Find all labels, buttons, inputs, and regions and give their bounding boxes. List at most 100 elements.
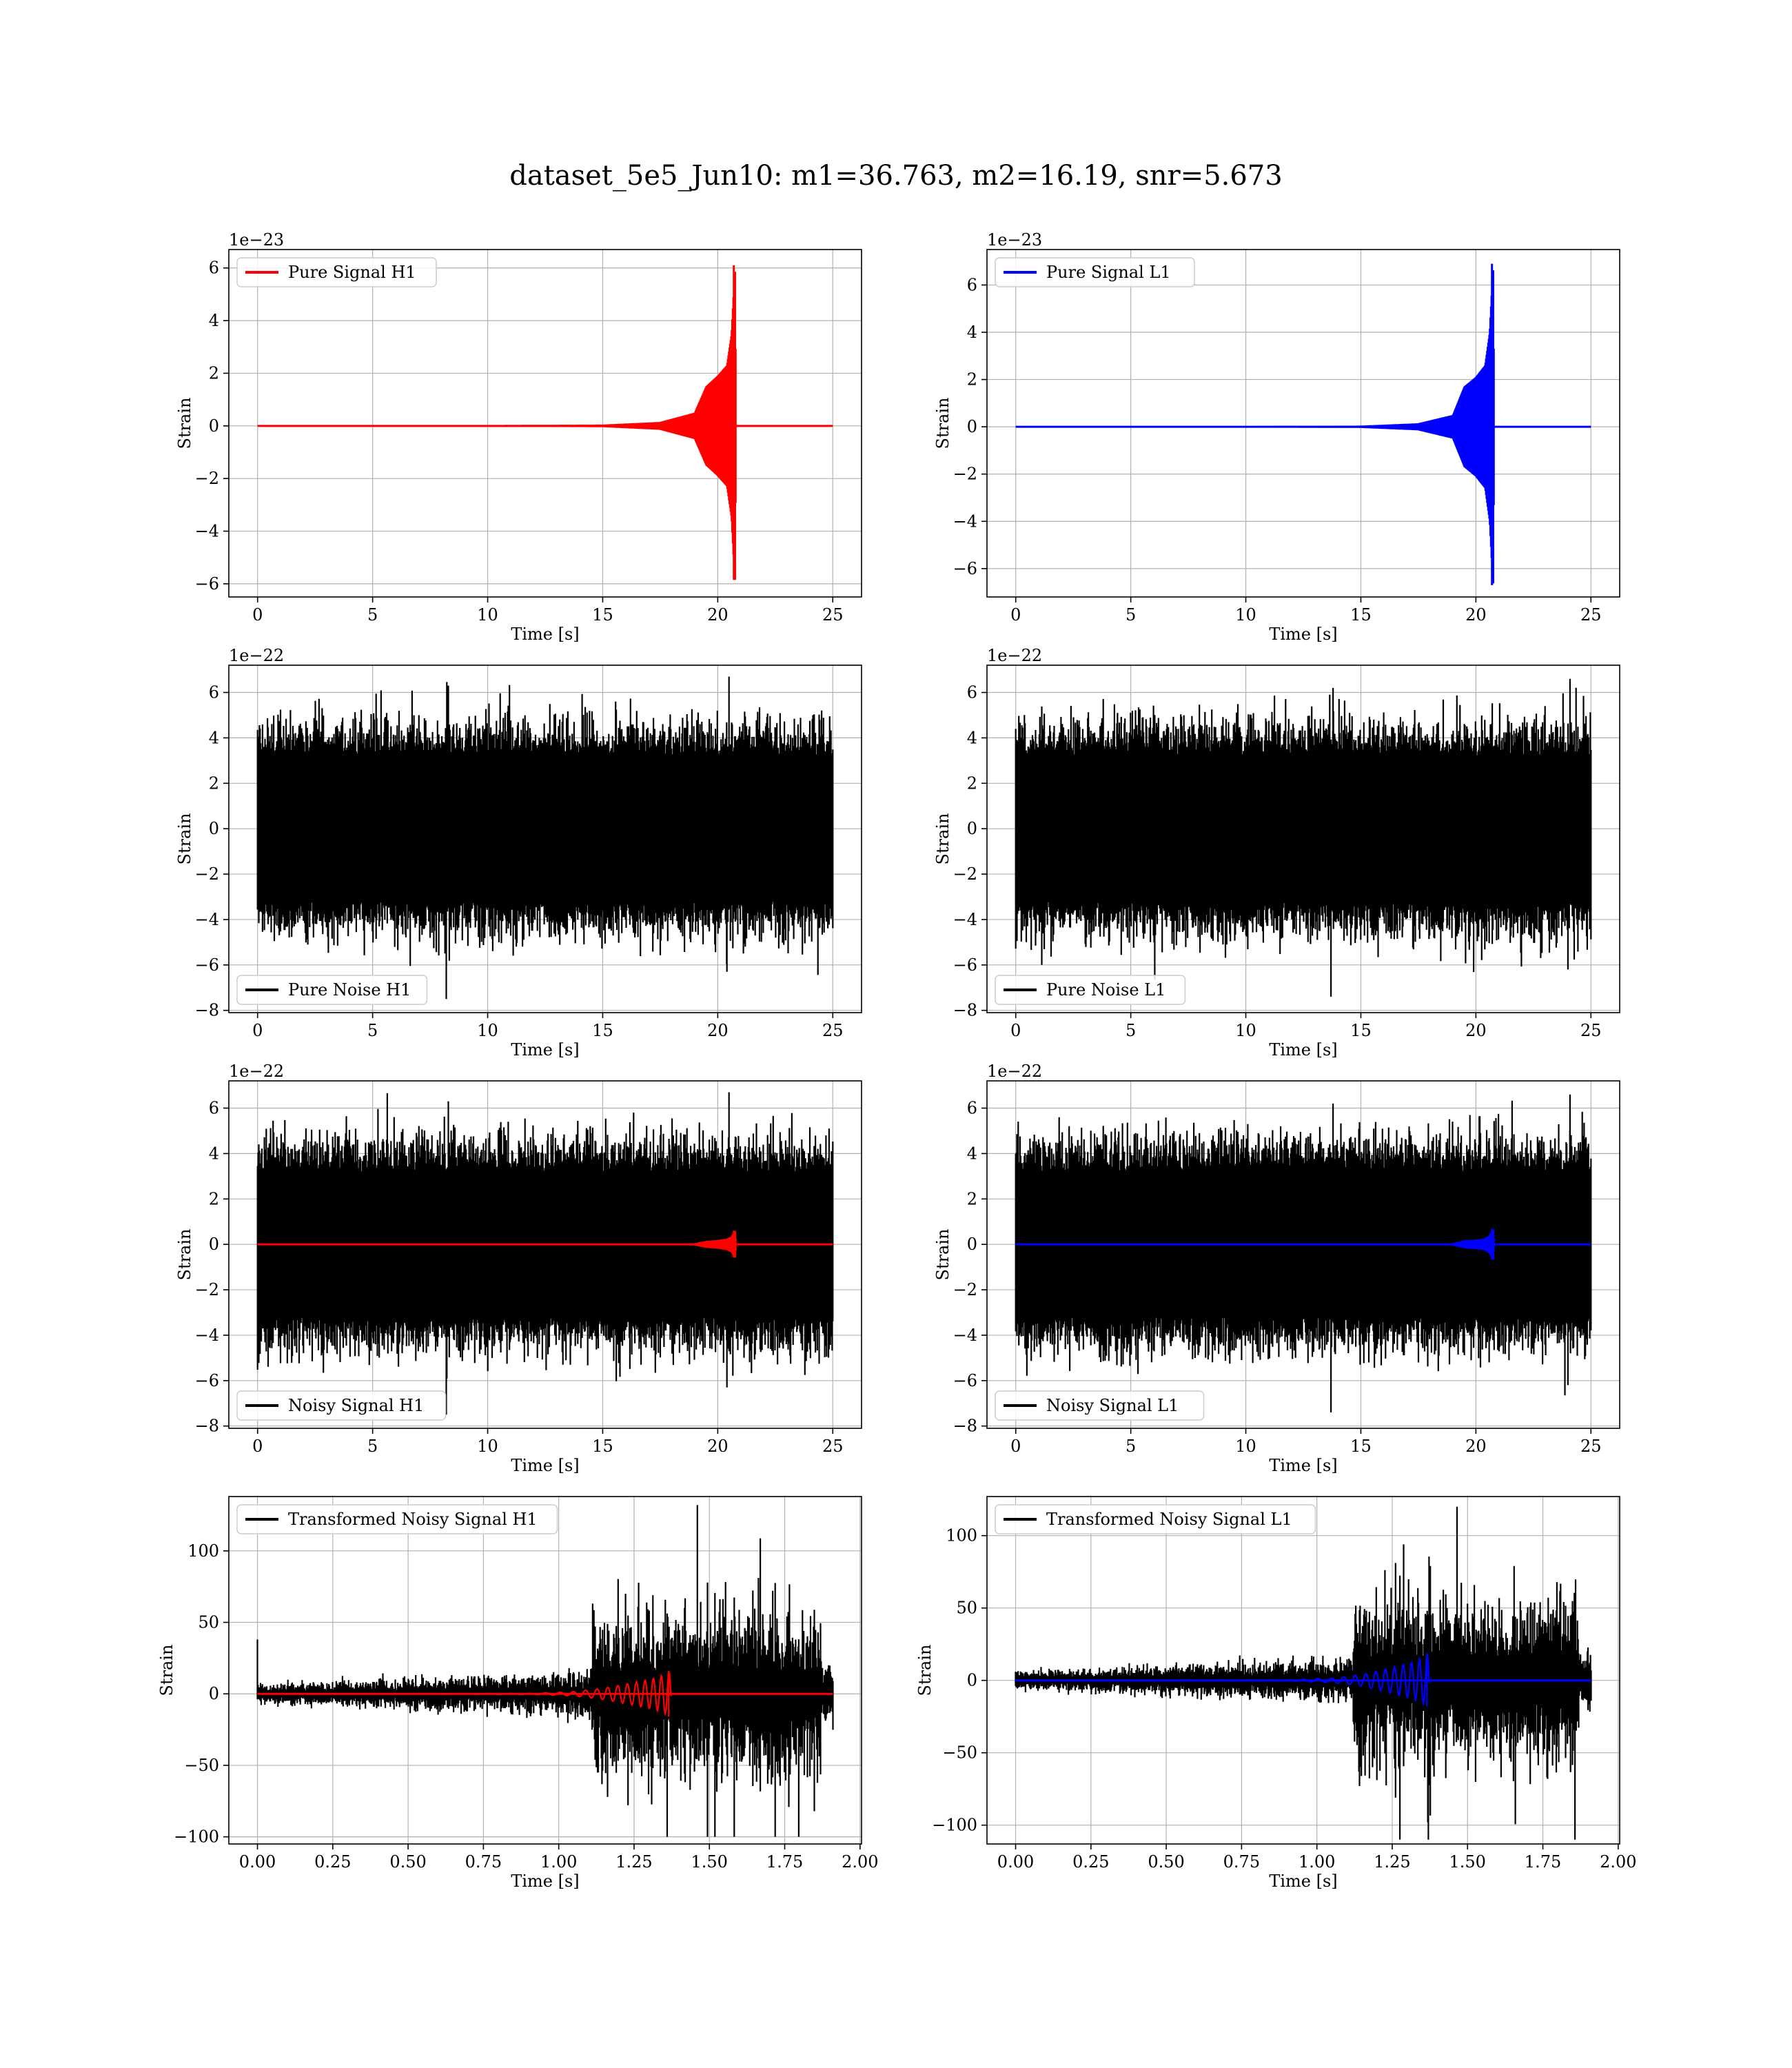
plot-area: [1015, 263, 1591, 585]
grid: [229, 250, 862, 597]
legend-label: Pure Noise L1: [1046, 980, 1165, 1000]
x-tick-label: 5: [367, 1021, 378, 1040]
y-tick-label: −6: [195, 574, 219, 594]
y-tick-label: 0: [967, 417, 977, 436]
subplot-transformed-noisy-signal-h1: 0.00 0.25 0.50 0.75 1.00 1.25 1.50 1.75 2.00 −100…: [157, 1496, 879, 1891]
x-tick-label: 0.00: [997, 1852, 1034, 1872]
legend-box: [995, 257, 1195, 287]
y-tick-label: 0: [967, 1235, 977, 1254]
x-tick-label: 20: [1465, 1021, 1487, 1040]
y-tick-label: −8: [953, 1001, 977, 1020]
x-axis-label: Time [s]: [511, 1040, 579, 1060]
x-tick-label: 0.00: [239, 1852, 276, 1872]
legend: Transformed Noisy Signal L1: [995, 1504, 1316, 1534]
y-axis-label: Strain: [933, 813, 953, 865]
y-tick-label: −2: [195, 469, 219, 488]
series-pure-noise-h1: [256, 676, 834, 1000]
series-pure-noise-l1: [1015, 678, 1592, 997]
y-tick-label: 4: [967, 728, 977, 747]
y-tick-label: −2: [953, 864, 977, 884]
x-tick-label: 25: [822, 605, 844, 625]
legend: Transformed Noisy Signal H1: [236, 1504, 558, 1534]
x-tick-label: 10: [1235, 605, 1256, 625]
y-tick-label: 6: [967, 275, 977, 294]
legend: Pure Signal H1: [236, 257, 437, 287]
legend-label: Pure Signal L1: [1046, 263, 1171, 282]
legend-label: Noisy Signal H1: [288, 1396, 424, 1415]
x-tick-label: 15: [1350, 605, 1372, 625]
y-tick-label: 2: [967, 773, 977, 793]
axes-frame: [986, 1496, 1620, 1845]
axes-frame: [986, 665, 1620, 1013]
x-tick-label: 0.50: [1148, 1852, 1184, 1872]
y-tick-label: 2: [967, 1189, 977, 1208]
legend: Noisy Signal H1: [236, 1390, 447, 1421]
y-tick-label: −2: [195, 864, 219, 884]
series-noisy-signal-h1: [256, 1092, 834, 1415]
y-tick-label: −2: [953, 1280, 977, 1299]
y-tick-label: −50: [184, 1756, 219, 1775]
offset-text: 1e−22: [987, 646, 1042, 665]
y-tick-label: −4: [195, 910, 219, 929]
x-tick-label: 5: [367, 1437, 378, 1456]
x-axis-label: Time [s]: [1269, 1456, 1337, 1475]
x-tick-label: 0: [1010, 605, 1021, 625]
x-axis-label: Time [s]: [511, 1872, 579, 1891]
x-tick-label: 25: [1580, 1021, 1602, 1040]
series-transformed-pure-signal-l1: [1016, 1652, 1430, 1707]
y-tick-label: 6: [209, 683, 219, 702]
y-tick-label: 4: [967, 323, 977, 342]
series-pure-signal-l1: [1047, 1228, 1495, 1260]
legend: Pure Noise H1: [236, 975, 428, 1005]
x-tick-label: 1.75: [766, 1852, 803, 1872]
subplot-pure-signal-l1: 0 5 10 15 20 25 −6 −4 −2 0 2 4 6 1e−23 Time [s] Strain P…: [933, 230, 1620, 644]
x-axis-label: Time [s]: [511, 625, 579, 644]
y-tick-label: −4: [953, 910, 977, 929]
y-tick-label: 0: [209, 1684, 219, 1703]
offset-text: 1e−23: [229, 230, 284, 250]
y-tick-label: 50: [198, 1613, 219, 1632]
x-tick-label: 15: [1350, 1437, 1372, 1456]
y-tick-label: 0: [967, 819, 977, 838]
axes-frame: [228, 1496, 862, 1845]
x-tick-label: 15: [592, 1021, 613, 1040]
y-tick-label: 4: [209, 1144, 219, 1163]
x-tick-label: 1.75: [1525, 1852, 1561, 1872]
plot-area: [1015, 678, 1592, 997]
y-tick-label: 2: [209, 1189, 219, 1208]
y-axis-label: Strain: [933, 1229, 953, 1281]
y-tick-label: 0: [209, 1235, 219, 1254]
legend-label: Transformed Noisy Signal H1: [288, 1510, 538, 1529]
y-tick-label: 2: [209, 773, 219, 793]
y-axis-label: Strain: [915, 1645, 935, 1696]
grid: [987, 1497, 1620, 1844]
subplot-transformed-noisy-signal-l1: 0.00 0.25 0.50 0.75 1.00 1.25 1.50 1.75 2.00 −100…: [915, 1496, 1637, 1891]
axes-frame: [986, 1080, 1620, 1429]
y-tick-label: −6: [953, 955, 977, 975]
plot-area: [256, 676, 834, 1000]
x-tick-label: 15: [1350, 1021, 1372, 1040]
y-tick-label: −4: [195, 522, 219, 541]
legend-box: [995, 1390, 1205, 1421]
grid: [987, 250, 1620, 597]
series-transformed-noisy-signal-l1: [1015, 1506, 1592, 1840]
y-tick-label: −6: [195, 1371, 219, 1390]
x-tick-label: 10: [477, 1021, 498, 1040]
legend: Pure Noise L1: [995, 975, 1186, 1005]
x-tick-label: 0: [252, 605, 263, 625]
x-tick-label: 25: [1580, 605, 1602, 625]
axes-frame: [228, 665, 862, 1013]
legend-box: [995, 975, 1186, 1005]
x-tick-label: 10: [1235, 1437, 1256, 1456]
plot-area: [257, 265, 833, 580]
y-tick-label: −2: [195, 1280, 219, 1299]
y-tick-label: 0: [967, 1671, 977, 1690]
offset-text: 1e−22: [229, 1062, 284, 1081]
x-tick-label: 1.00: [540, 1852, 577, 1872]
subplot-pure-noise-l1: 0 5 10 15 20 25 −8 −6 −4 −2 0 2 4 6 1e−22 Time [s] Strai…: [933, 646, 1620, 1060]
x-axis-label: Time [s]: [1269, 1872, 1337, 1891]
x-tick-label: 1.25: [1374, 1852, 1410, 1872]
y-tick-label: −8: [195, 1001, 219, 1020]
